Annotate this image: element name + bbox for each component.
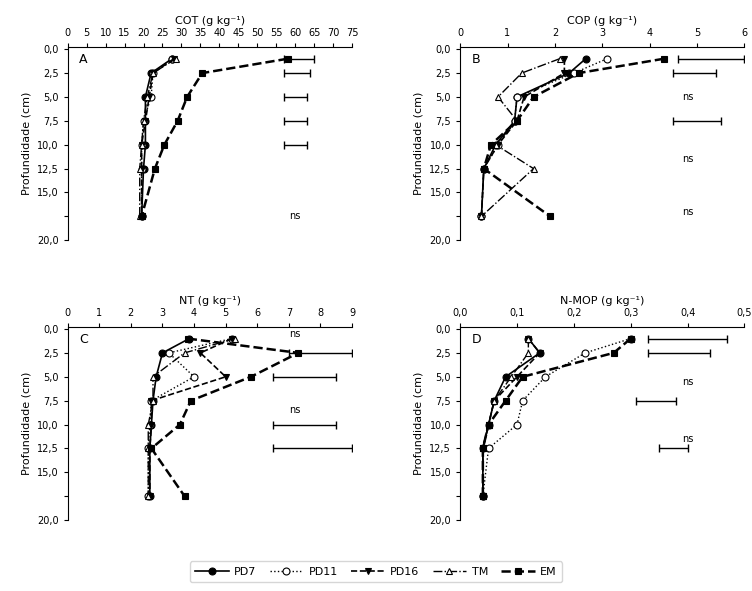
Text: ns: ns <box>290 405 301 415</box>
Text: D: D <box>472 333 481 346</box>
X-axis label: COT (g kg⁻¹): COT (g kg⁻¹) <box>174 16 245 26</box>
Text: ns: ns <box>682 434 693 444</box>
X-axis label: NT (g kg⁻¹): NT (g kg⁻¹) <box>179 296 241 306</box>
X-axis label: N-MOP (g kg⁻¹): N-MOP (g kg⁻¹) <box>560 296 644 306</box>
Text: ns: ns <box>290 329 301 339</box>
Text: C: C <box>79 333 88 346</box>
Text: ns: ns <box>682 154 693 164</box>
Y-axis label: Profundidade (cm): Profundidade (cm) <box>414 372 424 475</box>
Text: ns: ns <box>682 376 693 387</box>
Legend: PD7, PD11, PD16, TM, EM: PD7, PD11, PD16, TM, EM <box>190 561 562 583</box>
Text: A: A <box>79 53 87 66</box>
Y-axis label: Profundidade (cm): Profundidade (cm) <box>414 92 424 196</box>
Y-axis label: Profundidade (cm): Profundidade (cm) <box>21 92 32 196</box>
X-axis label: COP (g kg⁻¹): COP (g kg⁻¹) <box>567 16 638 26</box>
Text: ns: ns <box>682 207 693 216</box>
Text: ns: ns <box>682 92 693 102</box>
Text: ns: ns <box>290 212 301 222</box>
Text: B: B <box>472 53 480 66</box>
Y-axis label: Profundidade (cm): Profundidade (cm) <box>21 372 32 475</box>
